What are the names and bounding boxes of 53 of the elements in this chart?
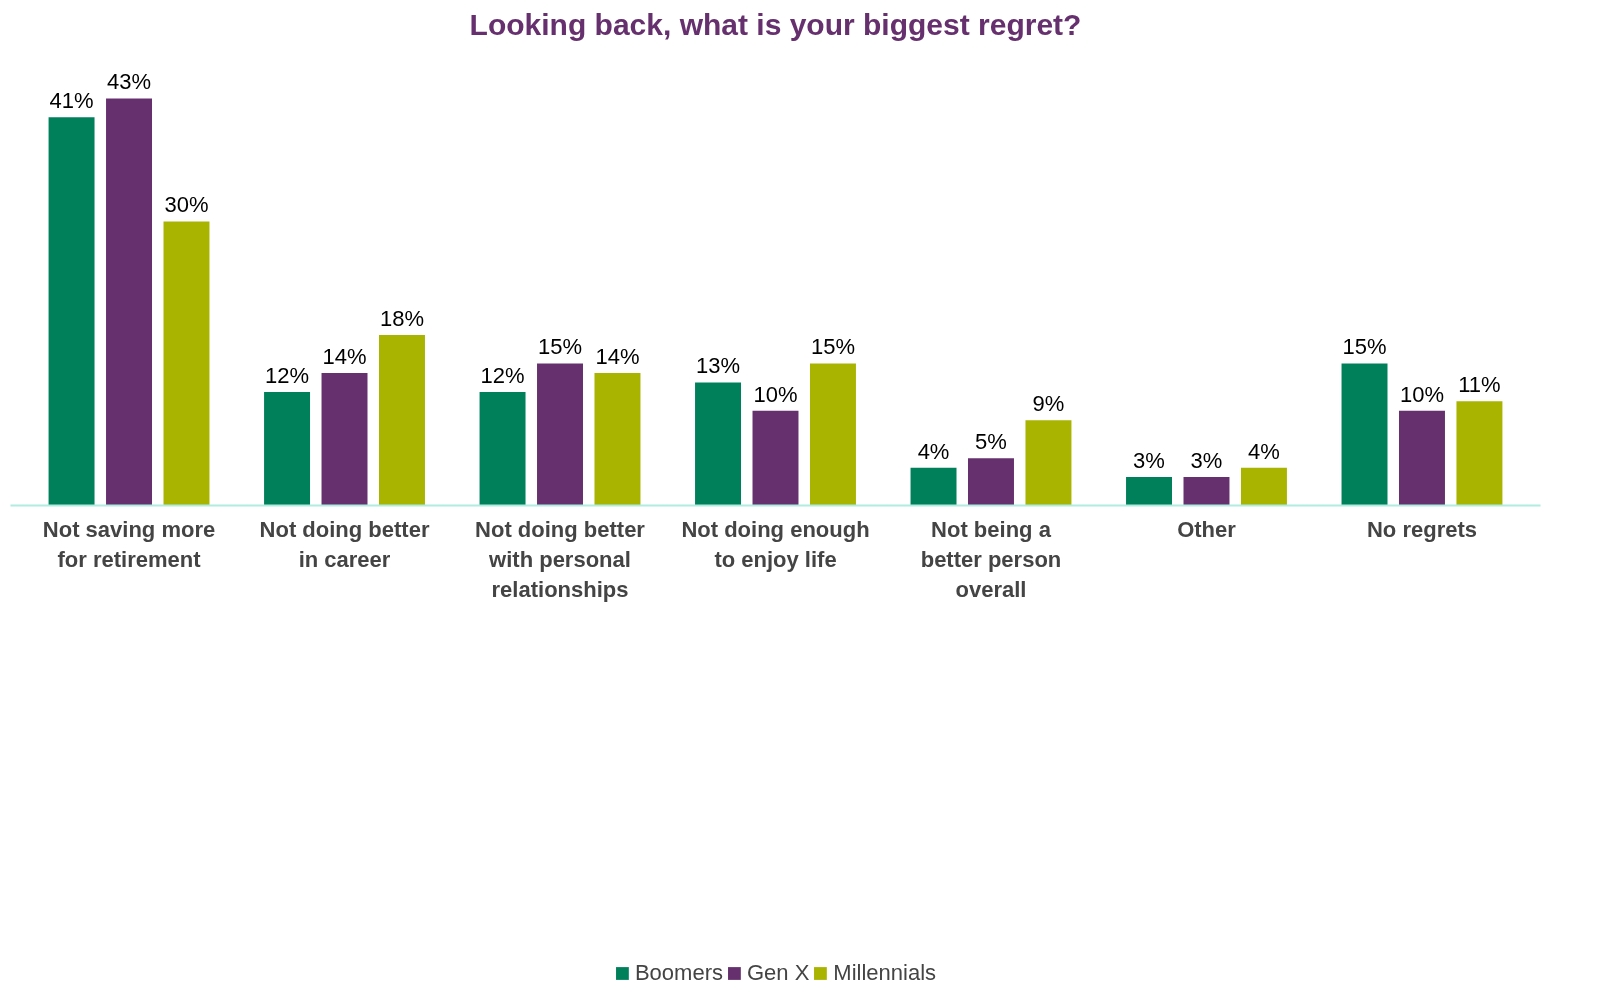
data-label: 15% [1342, 334, 1387, 360]
data-label: 5% [975, 429, 1007, 455]
data-label: 15% [810, 334, 855, 360]
bar [479, 391, 526, 506]
bar [1398, 410, 1445, 506]
bar [1126, 477, 1173, 506]
data-label: 14% [322, 343, 367, 369]
bar [809, 363, 856, 506]
x-tick-label: No regrets [1366, 516, 1478, 542]
data-label: 30% [164, 192, 209, 218]
data-label: 11% [1458, 372, 1501, 398]
data-label: 9% [1032, 391, 1065, 417]
bar [321, 372, 368, 506]
data-label: 10% [753, 381, 798, 407]
data-label: 15% [537, 334, 583, 360]
bar [537, 363, 583, 506]
legend-label: Gen X [746, 959, 810, 986]
data-label: 3% [1190, 448, 1223, 474]
bar [752, 410, 799, 506]
bar [695, 382, 742, 506]
bar [910, 467, 957, 506]
data-label: 13% [696, 353, 741, 379]
data-label: 18% [379, 306, 425, 332]
bar [48, 117, 95, 506]
legend-label: Millennials [833, 959, 937, 986]
x-tick-label: Not doing better in career [259, 516, 430, 572]
chart-title: Looking back, what is your biggest regret? [469, 7, 1082, 41]
bar [1240, 467, 1287, 506]
bar [163, 221, 210, 506]
bar [1025, 420, 1072, 506]
data-label: 10% [1399, 381, 1445, 407]
x-tick-label: Not being a better person overall [920, 516, 1062, 602]
data-label: 43% [107, 69, 152, 95]
data-label: 14% [595, 343, 640, 369]
legend-label: Boomers [634, 959, 723, 986]
bar [968, 458, 1014, 506]
data-label: 4% [1248, 438, 1280, 464]
data-label: 3% [1133, 448, 1165, 474]
x-tick-label: Not doing better with personal relationships [475, 516, 646, 602]
x-tick-label: Not doing enough to enjoy life [681, 516, 870, 572]
bar [1456, 401, 1503, 506]
bar [594, 372, 641, 506]
bar [1341, 363, 1388, 506]
data-label: 12% [265, 362, 310, 388]
data-label: 4% [917, 438, 950, 464]
bar [106, 98, 153, 506]
bar [1183, 477, 1230, 506]
data-label: 12% [480, 362, 525, 388]
x-tick-label: Not saving more for retirement [42, 516, 216, 572]
x-tick-label: Other [1177, 516, 1237, 542]
bar [378, 335, 425, 506]
data-label: 41% [49, 88, 94, 114]
bar [264, 391, 311, 506]
